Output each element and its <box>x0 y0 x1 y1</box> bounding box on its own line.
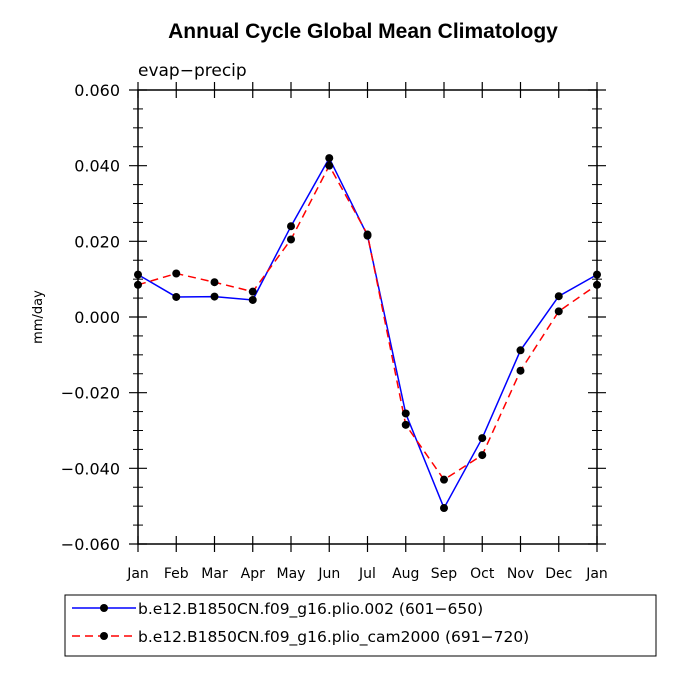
series-line-1 <box>137 156 598 510</box>
x-tick-label: Jun <box>317 566 340 582</box>
y-tick-label: 0.000 <box>74 308 120 327</box>
x-tick-labels: Jan Feb Mar Apr May Jun Jul Aug Sep Oct Nov Dec Jan <box>126 566 608 582</box>
series-2-point <box>401 420 410 429</box>
y-tick-label: −0.040 <box>61 459 120 478</box>
x-tick-label: Oct <box>470 566 495 582</box>
series-2-point <box>325 161 334 170</box>
series-2-point <box>172 269 181 278</box>
plot-frame <box>137 89 598 545</box>
x-tick-label: Jul <box>358 566 376 582</box>
legend-label-series-1: b.e12.B1850CN.f09_g16.plio.002 (601−650) <box>138 600 483 619</box>
series-2-point <box>440 475 448 484</box>
series-1-point <box>478 434 487 443</box>
y-axis-label: mm/day <box>31 290 46 344</box>
series-2-point <box>248 287 257 296</box>
series-2-point <box>363 230 372 239</box>
legend-marker-series-2 <box>100 632 108 640</box>
y-tick-labels: 0.060 0.040 0.020 0.000 −0.020 −0.040 −0.060 <box>61 81 120 554</box>
axis-ticks <box>129 82 606 552</box>
y-tick-label: 0.060 <box>74 81 120 100</box>
series-layer <box>134 154 601 513</box>
x-tick-label: May <box>277 566 306 582</box>
x-tick-label: Nov <box>507 566 534 582</box>
series-2-point <box>554 307 563 316</box>
legend-label-series-2: b.e12.B1850CN.f09_g16.plio_cam2000 (691−… <box>138 628 529 647</box>
legend-box <box>64 594 657 657</box>
series-1-point <box>210 292 219 301</box>
series-2-point <box>287 235 295 244</box>
x-tick-label: Feb <box>164 566 189 582</box>
series-1-point <box>172 292 181 301</box>
y-tick-label: −0.060 <box>61 535 120 554</box>
x-tick-label: Jan <box>585 566 608 582</box>
series-2-point <box>478 451 487 460</box>
chart-title: Annual Cycle Global Mean Climatology <box>168 20 558 43</box>
series-1-point <box>248 295 257 304</box>
series-1-point <box>440 504 448 513</box>
series-1-point <box>554 292 563 301</box>
x-tick-label: Apr <box>241 566 265 582</box>
y-tick-label: 0.020 <box>74 232 120 251</box>
series-line-2 <box>137 164 598 481</box>
series-2-point <box>210 278 219 287</box>
x-tick-label: Aug <box>392 566 419 582</box>
y-tick-label: −0.020 <box>61 384 120 403</box>
y-tick-label: 0.040 <box>74 157 120 176</box>
x-tick-label: Mar <box>201 566 228 582</box>
series-1-point <box>401 409 410 418</box>
x-tick-label: Jan <box>126 566 149 582</box>
series-1-point <box>325 154 334 163</box>
legend-marker-series-1 <box>100 604 108 612</box>
x-tick-label: Dec <box>545 566 572 582</box>
series-1-point <box>516 346 525 355</box>
series-1-point <box>287 222 295 231</box>
series-2-point <box>516 366 525 375</box>
chart-subtitle: evap−precip <box>138 61 247 81</box>
legend: b.e12.B1850CN.f09_g16.plio.002 (601−650)… <box>64 594 657 657</box>
x-tick-label: Sep <box>431 566 458 582</box>
